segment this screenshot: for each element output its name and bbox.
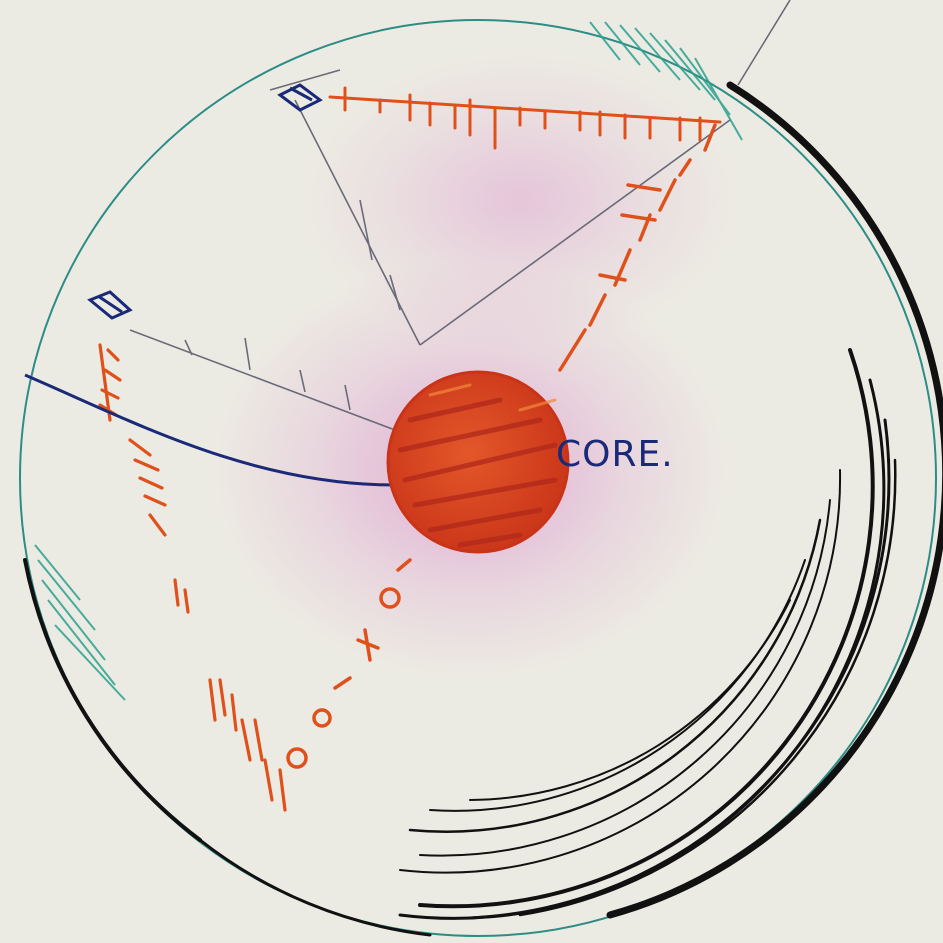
core-label: CORE. <box>556 434 674 475</box>
orange-tick-row-right <box>558 123 717 372</box>
orange-marks-lower <box>286 558 412 769</box>
pencil-wedge <box>129 0 791 431</box>
core-sphere <box>386 370 570 554</box>
orange-tick-row-left <box>98 343 287 812</box>
orange-tick-row-top <box>328 86 722 150</box>
navy-arrow-markers <box>87 83 323 320</box>
teal-shading <box>34 21 743 701</box>
outer-globe-outline <box>19 19 937 937</box>
upper-haze <box>300 50 740 350</box>
navy-curve-line <box>24 373 396 487</box>
shadow-hatching <box>23 81 943 937</box>
